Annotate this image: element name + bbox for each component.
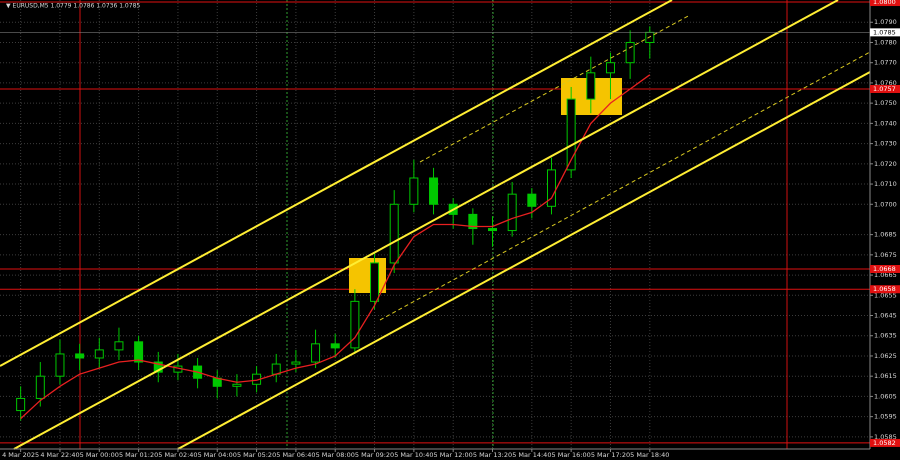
x-tick-label: 5 Mar 18:40 xyxy=(630,451,669,459)
x-tick-label: 5 Mar 04:00 xyxy=(198,451,237,459)
x-tick-label: 5 Mar 16:00 xyxy=(552,451,591,459)
y-tick-label: 1.0585 xyxy=(874,433,897,441)
candle-body xyxy=(291,361,301,365)
candle-body xyxy=(350,300,360,349)
x-tick-label: 5 Mar 05:20 xyxy=(237,451,276,459)
candle-body xyxy=(330,343,340,349)
level-tag xyxy=(870,84,900,93)
candle-body xyxy=(370,262,380,302)
level-label: 1.0757 xyxy=(873,85,896,93)
y-tick-label: 1.0770 xyxy=(874,59,897,67)
candle-body xyxy=(409,177,419,205)
y-tick-label: 1.0675 xyxy=(874,251,897,259)
y-tick-label: 1.0615 xyxy=(874,372,897,380)
y-tick-label: 1.0655 xyxy=(874,291,897,299)
x-tick-label: 5 Mar 13:20 xyxy=(473,451,512,459)
channel-dash xyxy=(419,14,691,163)
y-tick-label: 1.0595 xyxy=(874,413,897,421)
grid xyxy=(0,0,870,449)
y-tick-label: 1.0635 xyxy=(874,332,897,340)
candle-body xyxy=(232,383,242,387)
y-tick-label: 1.0730 xyxy=(874,140,897,148)
level-tag xyxy=(870,438,900,447)
x-tick-label: 5 Mar 17:20 xyxy=(591,451,630,459)
candle-body xyxy=(527,193,537,207)
candle-body xyxy=(625,41,635,64)
candle-body xyxy=(134,341,144,363)
y-tick-label: 1.0760 xyxy=(874,79,897,87)
y-tick-label: 1.0740 xyxy=(874,119,897,127)
candle-body xyxy=(35,375,45,399)
x-tick-label: 5 Mar 12:00 xyxy=(434,451,473,459)
current-price-label: 1.0785 xyxy=(873,28,896,36)
level-tag xyxy=(870,0,900,7)
candle-body xyxy=(389,203,399,264)
y-tick-label: 1.0790 xyxy=(874,18,897,26)
x-tick-label: 5 Mar 00:00 xyxy=(80,451,119,459)
channel-dash xyxy=(379,51,871,321)
level-label: 1.0800 xyxy=(873,0,896,6)
x-tick-label: 5 Mar 02:40 xyxy=(158,451,197,459)
y-tick-label: 1.0750 xyxy=(874,99,897,107)
candle-body xyxy=(311,343,321,363)
candle-body xyxy=(75,353,85,359)
x-tick-label: 4 Mar 2025 xyxy=(2,451,39,459)
x-tick-label: 5 Mar 09:20 xyxy=(355,451,394,459)
channel-line xyxy=(177,71,871,450)
x-tick-label: 5 Mar 14:40 xyxy=(512,451,551,459)
x-tick-label: 5 Mar 06:40 xyxy=(276,451,315,459)
level-label: 1.0658 xyxy=(873,285,896,293)
moving-average xyxy=(20,74,651,420)
channel-line xyxy=(13,0,839,450)
candle-body xyxy=(468,213,478,230)
y-tick-label: 1.0605 xyxy=(874,392,897,400)
candle-body xyxy=(605,62,615,74)
level-tag xyxy=(870,264,900,273)
y-tick-label: 1.0780 xyxy=(874,38,897,46)
y-tick-label: 1.0685 xyxy=(874,231,897,239)
current-price-tag xyxy=(870,28,900,37)
candle-body xyxy=(546,169,556,207)
y-tick-label: 1.0720 xyxy=(874,160,897,168)
candle-body xyxy=(507,193,517,232)
x-tick-label: 4 Mar 22:40 xyxy=(40,451,79,459)
x-tick-label: 5 Mar 08:00 xyxy=(316,451,355,459)
candle-body xyxy=(586,72,596,100)
x-tick-label: 5 Mar 10:40 xyxy=(394,451,433,459)
y-tick-label: 1.0700 xyxy=(874,200,897,208)
channel-line xyxy=(0,0,673,367)
level-label: 1.0582 xyxy=(873,439,896,447)
candle-body xyxy=(114,341,124,351)
candle-body xyxy=(94,349,104,359)
level-label: 1.0668 xyxy=(873,265,896,273)
candle-body xyxy=(55,353,65,377)
y-tick-label: 1.0710 xyxy=(874,180,897,188)
levels xyxy=(0,1,870,444)
candle-body xyxy=(16,397,26,412)
candle-body xyxy=(429,177,439,205)
candle-body xyxy=(566,98,576,171)
x-tick-label: 5 Mar 01:20 xyxy=(119,451,158,459)
level-tag xyxy=(870,285,900,294)
y-tick-label: 1.0625 xyxy=(874,352,897,360)
y-tick-label: 1.0665 xyxy=(874,271,897,279)
chart-title: ▼ EURUSD,M5 1.0779 1.0786 1.0736 1.0785 xyxy=(6,3,140,10)
candle-body xyxy=(488,228,498,232)
y-tick-label: 1.0645 xyxy=(874,312,897,320)
